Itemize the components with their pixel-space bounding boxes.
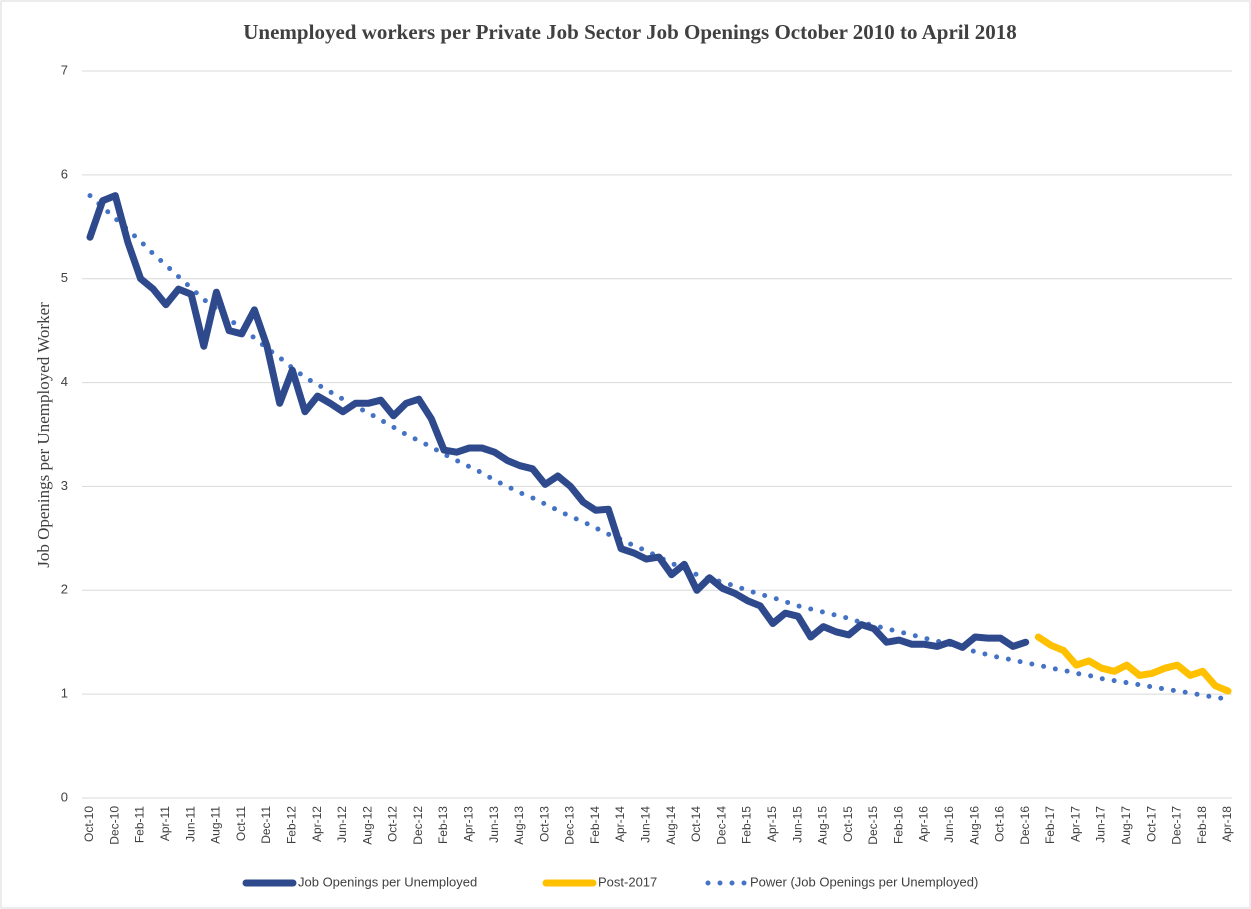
x-tick-label: Dec-17 <box>1170 806 1184 845</box>
x-tick-label: Apr-12 <box>310 806 324 842</box>
series-line <box>86 192 1030 651</box>
series-line <box>87 193 1231 702</box>
x-tick-label: Apr-16 <box>917 806 931 842</box>
x-tick-label: Apr-17 <box>1068 806 1082 842</box>
x-tick-label: Feb-14 <box>588 806 602 844</box>
x-tick-label: Dec-12 <box>411 806 425 845</box>
x-tick-label: Feb-11 <box>133 806 147 843</box>
y-tick-label: 0 <box>61 789 68 804</box>
x-tick-label: Aug-14 <box>664 806 678 845</box>
x-tick-label: Jun-13 <box>487 806 501 843</box>
x-tick-label: Feb-13 <box>436 806 450 844</box>
x-tick-label: Oct-17 <box>1144 806 1158 842</box>
x-tick-label: Apr-14 <box>613 806 627 842</box>
x-tick-label: Aug-15 <box>816 806 830 845</box>
y-tick-label: 7 <box>61 62 68 77</box>
legend-label: Job Openings per Unemployed <box>298 874 477 889</box>
x-tick-label: Oct-12 <box>386 806 400 842</box>
y-tick-label: 6 <box>61 166 68 181</box>
x-tick-label: Oct-13 <box>537 806 551 842</box>
x-tick-label: Dec-16 <box>1018 806 1032 845</box>
x-tick-label: Aug-13 <box>512 806 526 845</box>
x-tick-label: Oct-10 <box>82 806 96 842</box>
x-tick-label: Aug-11 <box>209 806 223 844</box>
y-tick-label: 1 <box>61 686 68 701</box>
x-tick-label: Oct-14 <box>689 806 703 842</box>
x-tick-label: Feb-16 <box>891 806 905 844</box>
x-tick-label: Apr-13 <box>462 806 476 842</box>
x-tick-label: Dec-15 <box>866 806 880 845</box>
x-tick-label: Aug-12 <box>360 806 374 845</box>
x-tick-label: Jun-15 <box>790 806 804 843</box>
x-tick-label: Oct-11 <box>234 806 248 841</box>
x-tick-label: Feb-18 <box>1195 806 1209 844</box>
legend-label: Post-2017 <box>598 874 657 889</box>
x-tick-label: Dec-11 <box>259 806 273 844</box>
x-tick-label: Dec-13 <box>563 806 577 845</box>
series-line <box>1034 633 1232 695</box>
x-tick-label: Dec-14 <box>714 806 728 845</box>
x-tick-label: Apr-11 <box>158 806 172 841</box>
x-tick-label: Aug-16 <box>967 806 981 845</box>
x-tick-label: Jun-16 <box>942 806 956 843</box>
y-axis-label: Job Openings per Unemployed Worker <box>34 302 53 568</box>
x-tick-label: Jun-14 <box>639 806 653 843</box>
x-tick-label: Feb-12 <box>284 806 298 844</box>
x-tick-label: Aug-17 <box>1119 806 1133 845</box>
x-tick-label: Apr-15 <box>765 806 779 842</box>
x-tick-label: Jun-12 <box>335 806 349 843</box>
x-tick-label: Feb-17 <box>1043 806 1057 844</box>
x-tick-label: Jun-11 <box>183 806 197 842</box>
x-tick-label: Dec-10 <box>107 806 121 845</box>
chart-title: Unemployed workers per Private Job Secto… <box>243 20 1016 44</box>
legend-label: Power (Job Openings per Unemployed) <box>750 874 978 889</box>
y-tick-label: 2 <box>61 582 68 597</box>
x-tick-label: Jun-17 <box>1094 806 1108 843</box>
x-tick-label: Oct-16 <box>993 806 1007 842</box>
x-tick-label: Apr-18 <box>1220 806 1234 842</box>
y-tick-label: 3 <box>61 478 68 493</box>
x-tick-label: Feb-15 <box>740 806 754 844</box>
y-tick-label: 4 <box>61 374 68 389</box>
x-tick-label: Oct-15 <box>841 806 855 842</box>
y-tick-label: 5 <box>61 270 68 285</box>
